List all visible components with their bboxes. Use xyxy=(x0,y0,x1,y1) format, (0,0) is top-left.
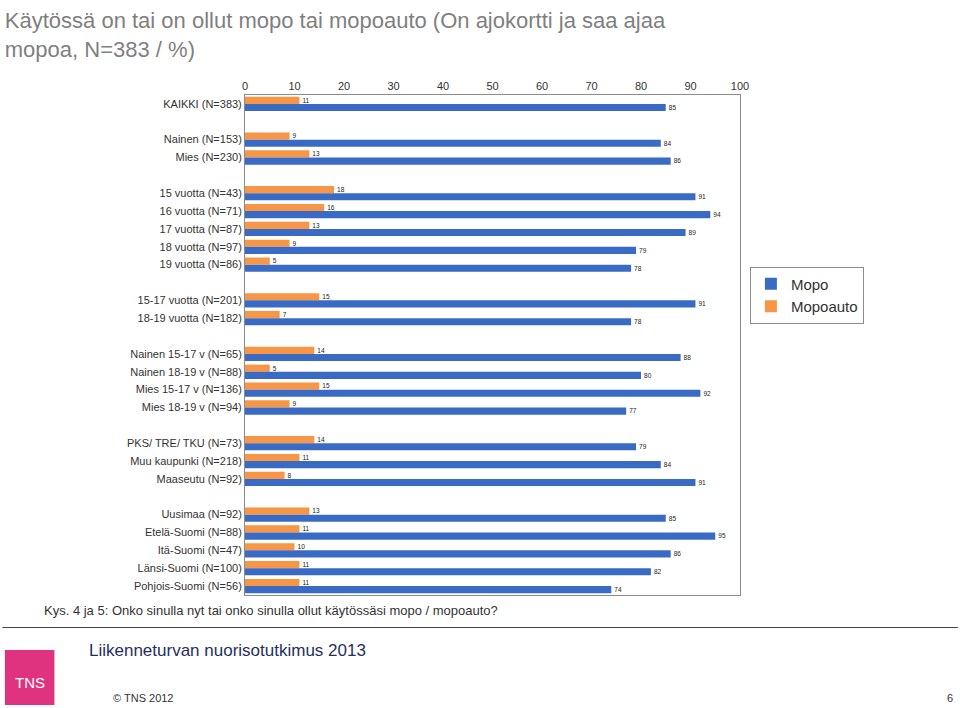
svg-text:88: 88 xyxy=(684,354,692,361)
svg-text:TNS: TNS xyxy=(15,674,45,691)
svg-text:Nainen (N=153): Nainen (N=153) xyxy=(164,133,242,145)
svg-text:80: 80 xyxy=(635,80,647,92)
svg-text:9: 9 xyxy=(293,132,297,139)
svg-text:10: 10 xyxy=(288,80,300,92)
svg-text:79: 79 xyxy=(639,247,647,254)
svg-text:91: 91 xyxy=(698,479,706,486)
svg-text:79: 79 xyxy=(639,443,647,450)
svg-text:Uusimaa (N=92): Uusimaa (N=92) xyxy=(161,508,241,520)
svg-text:78: 78 xyxy=(634,265,642,272)
svg-text:86: 86 xyxy=(674,157,682,164)
svg-text:77: 77 xyxy=(629,407,637,414)
svg-text:Käytössä on tai on ollut mopo: Käytössä on tai on ollut mopo tai mopoau… xyxy=(5,8,666,62)
svg-text:10: 10 xyxy=(298,543,306,550)
svg-text:18-19 vuotta (N=182): 18-19 vuotta (N=182) xyxy=(138,312,242,324)
svg-text:16 vuotta (N=71): 16 vuotta (N=71) xyxy=(160,205,242,217)
svg-text:Kys. 4 ja 5: Onko sinulla nyt: Kys. 4 ja 5: Onko sinulla nyt tai onko s… xyxy=(44,603,498,618)
svg-text:11: 11 xyxy=(302,454,309,461)
svg-text:19 vuotta (N=86): 19 vuotta (N=86) xyxy=(160,258,242,270)
svg-text:14: 14 xyxy=(317,347,325,354)
svg-text:11: 11 xyxy=(302,561,309,568)
svg-text:Muu kaupunki (N=218): Muu kaupunki (N=218) xyxy=(130,455,242,467)
svg-text:KAIKKI (N=383): KAIKKI (N=383) xyxy=(163,98,242,110)
svg-text:100: 100 xyxy=(731,80,749,92)
svg-text:50: 50 xyxy=(486,80,498,92)
svg-text:70: 70 xyxy=(585,80,597,92)
svg-text:15-17 vuotta (N=201): 15-17 vuotta (N=201) xyxy=(138,294,242,306)
svg-text:Mopoauto: Mopoauto xyxy=(791,298,858,315)
svg-text:Maaseutu (N=92): Maaseutu (N=92) xyxy=(157,473,242,485)
svg-text:Pohjois-Suomi (N=56): Pohjois-Suomi (N=56) xyxy=(134,580,242,592)
svg-text:Mies 15-17 v (N=136): Mies 15-17 v (N=136) xyxy=(136,383,242,395)
svg-text:94: 94 xyxy=(713,211,721,218)
svg-text:74: 74 xyxy=(614,586,622,593)
svg-text:84: 84 xyxy=(664,461,672,468)
svg-text:8: 8 xyxy=(288,472,292,479)
svg-text:11: 11 xyxy=(302,579,309,586)
svg-text:90: 90 xyxy=(684,80,696,92)
svg-text:15: 15 xyxy=(322,382,330,389)
svg-text:60: 60 xyxy=(536,80,548,92)
svg-text:92: 92 xyxy=(703,390,711,397)
svg-text:84: 84 xyxy=(664,140,672,147)
svg-text:18: 18 xyxy=(337,186,345,193)
svg-text:13: 13 xyxy=(312,507,320,514)
svg-text:6: 6 xyxy=(947,692,953,704)
svg-text:30: 30 xyxy=(387,80,399,92)
svg-text:Etelä-Suomi (N=88): Etelä-Suomi (N=88) xyxy=(145,526,242,538)
svg-text:18 vuotta (N=97): 18 vuotta (N=97) xyxy=(160,241,242,253)
svg-text:89: 89 xyxy=(689,229,697,236)
svg-text:85: 85 xyxy=(669,104,677,111)
svg-text:Nainen 15-17 v (N=65): Nainen 15-17 v (N=65) xyxy=(130,348,242,360)
svg-text:Mopo: Mopo xyxy=(791,276,829,293)
svg-text:0: 0 xyxy=(242,80,248,92)
svg-text:95: 95 xyxy=(718,532,726,539)
svg-text:5: 5 xyxy=(273,365,277,372)
svg-text:15: 15 xyxy=(322,293,330,300)
svg-text:86: 86 xyxy=(674,550,682,557)
svg-text:11: 11 xyxy=(302,97,309,104)
svg-text:17 vuotta (N=87): 17 vuotta (N=87) xyxy=(160,223,242,235)
svg-text:11: 11 xyxy=(302,525,309,532)
svg-text:13: 13 xyxy=(312,222,320,229)
svg-text:Liikenneturvan nuorisotutkimus: Liikenneturvan nuorisotutkimus 2013 xyxy=(89,641,366,660)
svg-text:40: 40 xyxy=(437,80,449,92)
svg-text:Länsi-Suomi (N=100): Länsi-Suomi (N=100) xyxy=(138,562,242,574)
svg-text:7: 7 xyxy=(283,311,287,318)
svg-text:16: 16 xyxy=(327,204,335,211)
svg-text:9: 9 xyxy=(293,240,297,247)
svg-text:15 vuotta (N=43): 15 vuotta (N=43) xyxy=(160,187,242,199)
svg-text:91: 91 xyxy=(698,193,706,200)
svg-text:Nainen 18-19 v (N=88): Nainen 18-19 v (N=88) xyxy=(130,366,242,378)
svg-text:20: 20 xyxy=(338,80,350,92)
svg-text:Mies (N=230): Mies (N=230) xyxy=(175,151,241,163)
svg-text:PKS/ TRE/ TKU (N=73): PKS/ TRE/ TKU (N=73) xyxy=(127,437,242,449)
svg-text:82: 82 xyxy=(654,568,662,575)
svg-text:9: 9 xyxy=(293,400,297,407)
svg-text:Itä-Suomi (N=47): Itä-Suomi (N=47) xyxy=(158,544,242,556)
svg-text:14: 14 xyxy=(317,436,325,443)
svg-text:5: 5 xyxy=(273,257,277,264)
svg-text:80: 80 xyxy=(644,372,652,379)
svg-text:© TNS 2012: © TNS 2012 xyxy=(113,692,174,704)
svg-text:13: 13 xyxy=(312,150,320,157)
svg-text:85: 85 xyxy=(669,515,677,522)
svg-text:Mies 18-19 v (N=94): Mies 18-19 v (N=94) xyxy=(142,401,242,413)
svg-text:78: 78 xyxy=(634,318,642,325)
svg-text:91: 91 xyxy=(698,300,706,307)
